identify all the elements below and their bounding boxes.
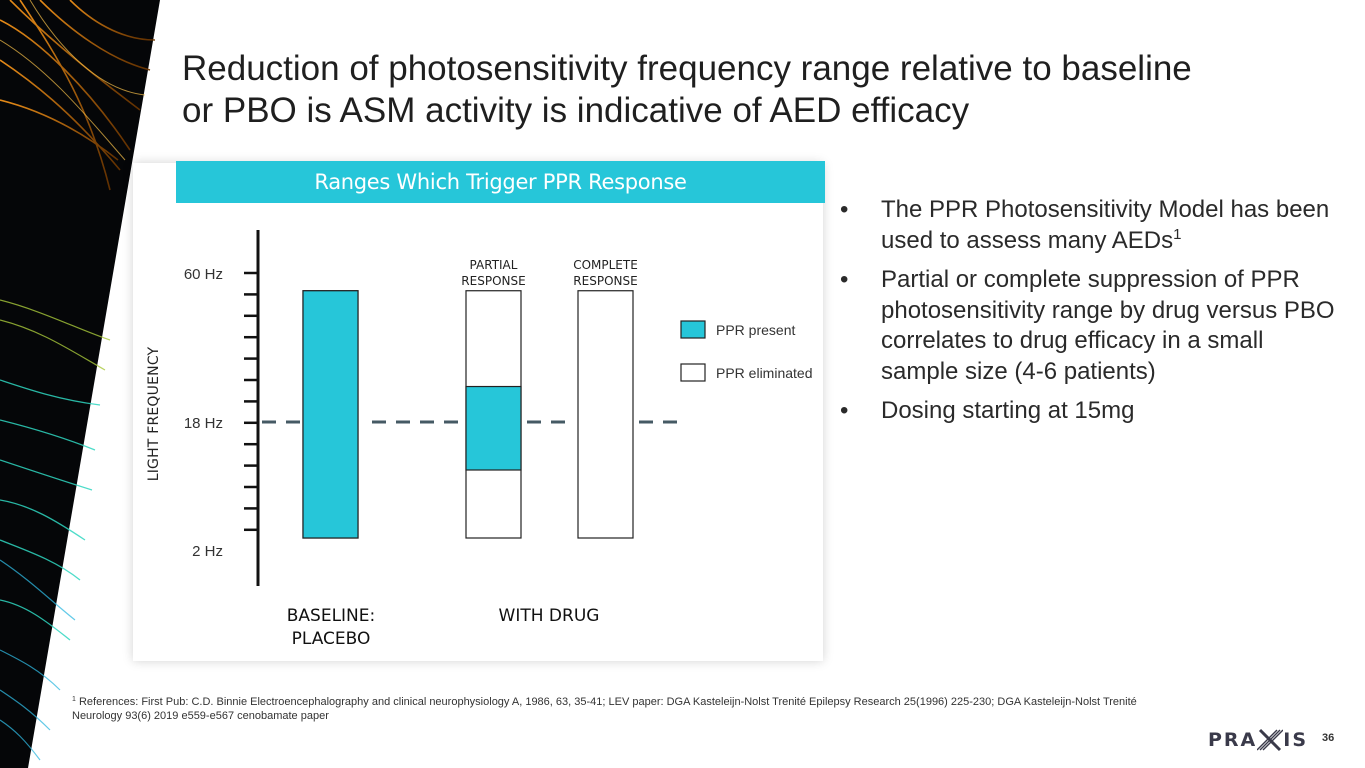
bullet-marker: • — [840, 196, 849, 223]
slide-title: Reduction of photosensitivity frequency … — [182, 48, 1282, 132]
slide-title-line1: Reduction of photosensitivity frequency … — [182, 49, 1192, 88]
bullet-marker: • — [840, 266, 849, 293]
slide-title-line2: or PBO is ASM activity is indicative of … — [182, 91, 970, 130]
praxis-logo: PRA IS — [1208, 728, 1308, 752]
logo-text-right: IS — [1283, 729, 1309, 751]
fiber-optic-background-image — [0, 0, 160, 768]
footnote-marker: 1 — [72, 696, 76, 703]
legend-swatch-present — [680, 320, 706, 339]
group-label-line1: BASELINE: — [287, 606, 376, 626]
bullet-item: • Dosing starting at 15mg — [840, 396, 1340, 427]
legend-label: PPR present — [716, 322, 795, 338]
legend-label: PPR eliminated — [716, 365, 813, 381]
y-tick-label: 2 Hz — [192, 543, 223, 560]
bar-outline — [577, 290, 634, 539]
bullet-text: Partial or complete suppression of PPR p… — [881, 266, 1335, 385]
bullet-list: • The PPR Photosensitivity Model has been… — [840, 195, 1340, 436]
bullet-superscript: 1 — [1173, 225, 1182, 243]
bar-ppr-present — [465, 385, 522, 471]
bullet-text: Dosing starting at 15mg — [881, 397, 1135, 424]
bullet-item: • The PPR Photosensitivity Model has been… — [840, 195, 1340, 256]
logo-text-left: PRA — [1208, 729, 1258, 751]
bullet-marker: • — [840, 397, 849, 424]
bar-label-line2: RESPONSE — [461, 274, 525, 288]
bar-label-line1: PARTIAL — [470, 258, 518, 272]
footnote-text: References: First Pub: C.D. Binnie Elect… — [72, 696, 1137, 722]
y-tick-label: 60 Hz — [184, 266, 223, 283]
bar-ppr-present — [302, 290, 359, 539]
group-label-line1: WITH DRUG — [499, 606, 600, 626]
page-number: 36 — [1322, 732, 1335, 744]
y-tick-label: 18 Hz — [184, 415, 223, 432]
y-axis-label: LIGHT FREQUENCY — [146, 346, 162, 481]
footnote: 1 References: First Pub: C.D. Binnie Ele… — [72, 695, 1172, 723]
legend-swatch-eliminated — [680, 363, 706, 382]
bullet-text: The PPR Photosensitivity Model has been … — [881, 196, 1330, 254]
praxis-x-logo-icon — [1256, 728, 1284, 752]
group-label-line2: PLACEBO — [292, 629, 371, 649]
bar-label-line1: COMPLETE — [573, 258, 638, 272]
bar-label-line2: RESPONSE — [573, 274, 637, 288]
chart-title: Ranges Which Trigger PPR Response — [176, 161, 825, 203]
bullet-item: • Partial or complete suppression of PPR … — [840, 265, 1340, 387]
